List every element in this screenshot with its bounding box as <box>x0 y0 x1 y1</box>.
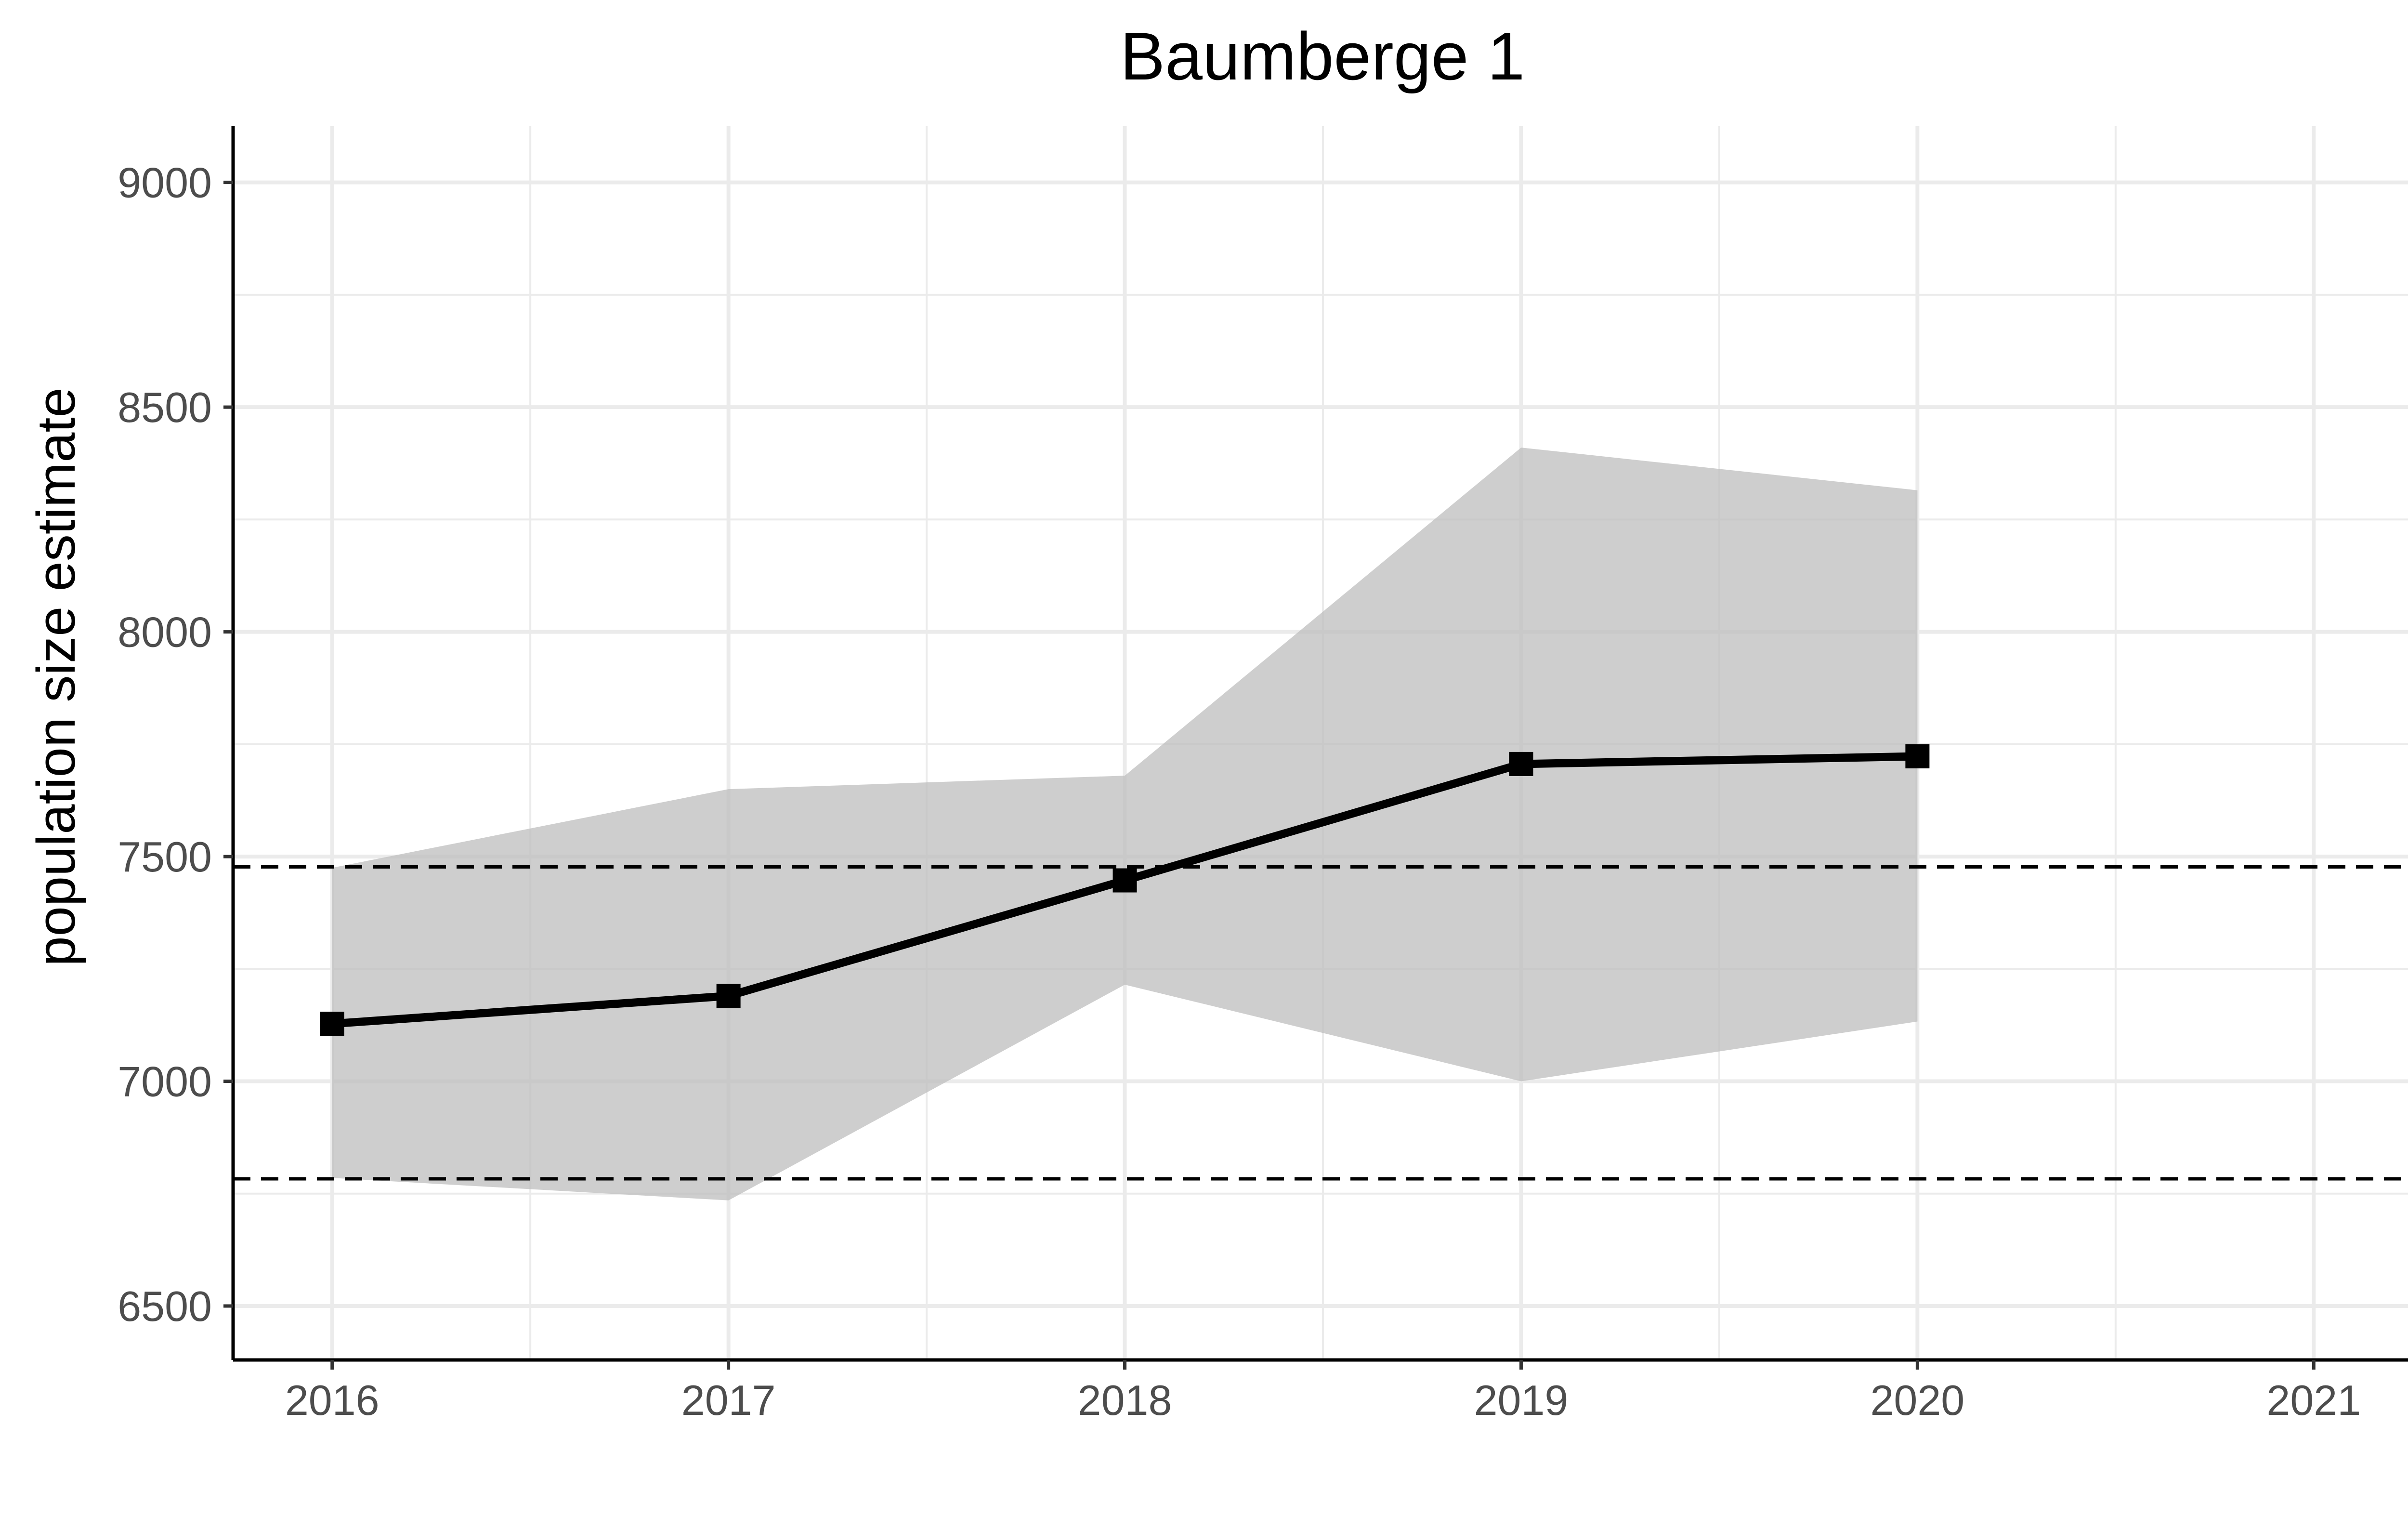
x-tick-label: 2020 <box>1870 1376 1964 1424</box>
data-point <box>1112 868 1137 893</box>
reference-lines <box>233 865 2408 1181</box>
y-tick-label: 6500 <box>118 1282 212 1330</box>
confidence-ribbon <box>332 448 1918 1200</box>
x-tick-label: 2016 <box>285 1376 380 1424</box>
y-tick-label: 8500 <box>118 383 212 431</box>
series <box>320 744 1930 1036</box>
y-tick-label: 7500 <box>118 833 212 881</box>
x-axis-ticks: 2016 2017 2018 2019 2020 2021 <box>285 1360 2361 1424</box>
x-tick-label: 2017 <box>681 1376 776 1424</box>
y-tick-label: 9000 <box>118 159 212 207</box>
y-tick-label: 8000 <box>118 608 212 656</box>
x-tick-label: 2018 <box>1078 1376 1172 1424</box>
data-point <box>1509 752 1533 776</box>
y-axis-label: population size estimate <box>26 387 86 966</box>
y-tick-label: 7000 <box>118 1058 212 1106</box>
y-axis-ticks: 6500 7000 7500 8000 8500 9000 <box>118 159 233 1330</box>
x-tick-label: 2019 <box>1474 1376 1569 1424</box>
confidence-band <box>332 448 1918 1200</box>
x-tick-label: 2021 <box>2266 1376 2361 1424</box>
data-point <box>1905 744 1930 769</box>
chart-title: Baumberge 1 <box>1120 18 1525 94</box>
data-point <box>320 1012 344 1036</box>
data-point <box>716 984 741 1008</box>
